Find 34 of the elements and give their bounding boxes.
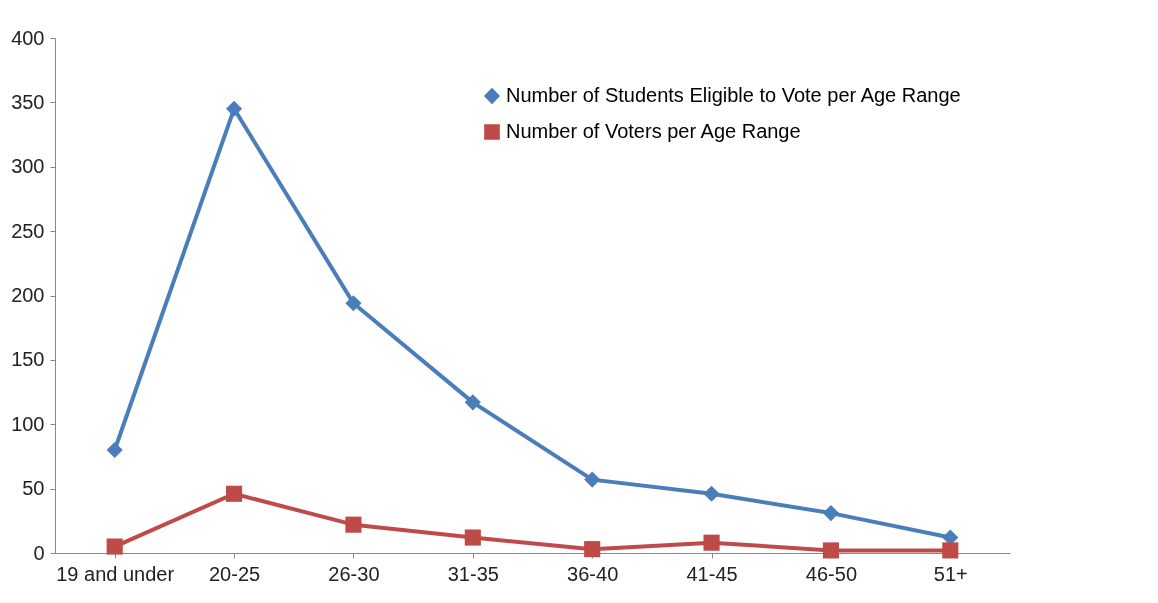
- y-tick-label: 400: [11, 26, 45, 49]
- x-tick-label: 41-45: [686, 562, 738, 585]
- y-tick-label: 250: [11, 219, 45, 242]
- x-tick-label: 51+: [933, 562, 968, 585]
- point: [942, 542, 959, 559]
- point: [584, 471, 601, 488]
- x-tick-label: 19 and under: [56, 562, 175, 585]
- legend-label: Number of Voters per Age Range: [506, 120, 801, 142]
- y-tick-label: 50: [22, 477, 45, 500]
- point: [464, 394, 481, 411]
- legend-label: Number of Students Eligible to Vote per Age Range: [506, 84, 961, 106]
- y-tick-label: 350: [11, 90, 45, 113]
- point: [584, 541, 601, 558]
- y-tick-label: 200: [11, 284, 45, 306]
- point: [822, 505, 839, 522]
- point: [106, 441, 123, 459]
- y-tick-label: 150: [11, 348, 45, 371]
- x-tick-label: 36-40: [567, 562, 619, 585]
- point: [226, 100, 243, 117]
- x-tick-label: 20-25: [208, 562, 261, 585]
- point: [345, 516, 362, 533]
- point: [106, 538, 123, 555]
- x-tick-label: 26-30: [328, 562, 380, 585]
- point: [703, 485, 720, 502]
- point: [226, 485, 243, 502]
- x-tick-label: 31-35: [447, 562, 499, 585]
- point: [822, 542, 839, 559]
- point: [703, 534, 720, 551]
- point: [464, 529, 481, 546]
- y-tick-label: 0: [33, 541, 45, 564]
- y-tick-label: 300: [11, 155, 45, 178]
- y-tick-label: 100: [11, 412, 45, 435]
- point: [345, 295, 362, 312]
- x-tick-label: 46-50: [805, 562, 858, 585]
